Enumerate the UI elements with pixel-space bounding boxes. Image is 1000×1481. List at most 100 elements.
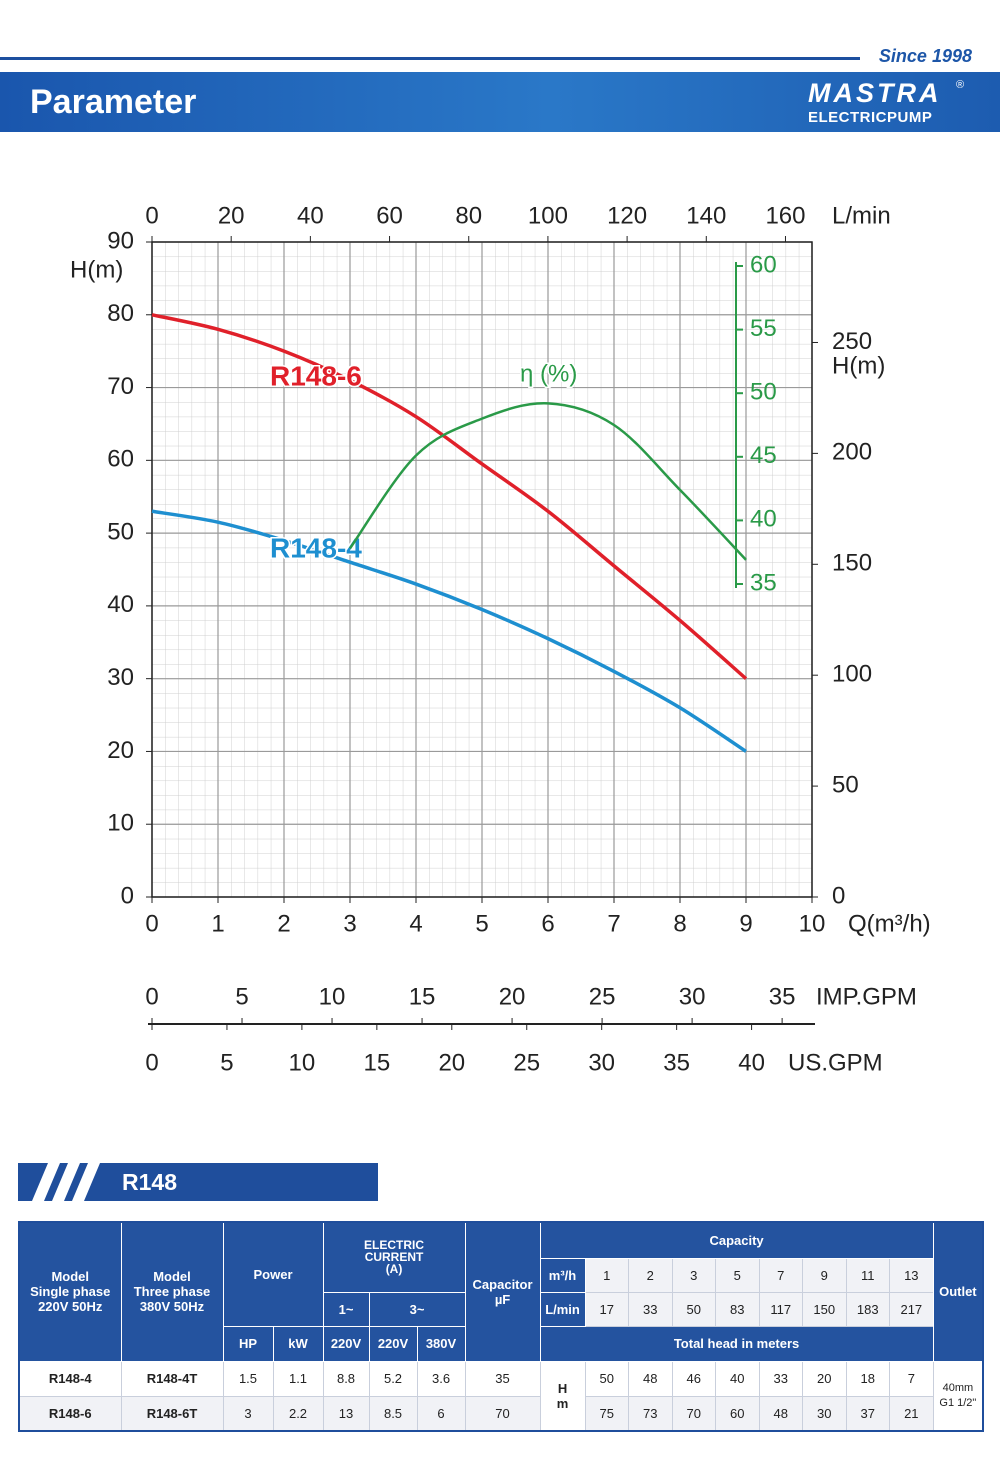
- x4-tick-label: 20: [438, 1049, 465, 1076]
- table-cell: 220V: [322, 1325, 370, 1362]
- cell-line: G1 1/2": [939, 1396, 977, 1409]
- cell-line: µF: [494, 1291, 511, 1307]
- cell-line: (A): [385, 1262, 403, 1277]
- spec-table: Model Single phase 220V 50Hz Model Three pha…: [18, 1221, 985, 1432]
- x-tick-label: 10: [799, 910, 826, 937]
- y-tick-label: 10: [107, 810, 134, 837]
- table-cell: Capacity: [539, 1221, 934, 1259]
- table-cell: 3~: [368, 1291, 466, 1327]
- y-tick-label: 0: [121, 882, 134, 909]
- x2-tick-label: 160: [765, 202, 805, 229]
- y2-tick-label: 100: [832, 661, 872, 688]
- table-cell: 2.2: [272, 1395, 324, 1432]
- y-tick-label: 50: [107, 518, 134, 545]
- x2-tick-label: 20: [218, 202, 245, 229]
- table-cell: 8.5: [368, 1395, 418, 1432]
- x3-tick-label: 0: [145, 983, 158, 1010]
- x4-tick-label: 30: [588, 1049, 615, 1076]
- x2-tick-label: 140: [686, 202, 726, 229]
- cell-line: Single phase: [30, 1284, 111, 1300]
- table-cell: 70: [464, 1395, 541, 1432]
- cell-line: Capacitor: [472, 1276, 533, 1292]
- y2-tick-label: 150: [832, 550, 872, 577]
- y2-axis-label: H(m): [832, 352, 885, 379]
- cell-line: Three phase: [133, 1284, 211, 1300]
- section-slashes: [32, 1163, 100, 1201]
- table-cell: 73: [628, 1395, 673, 1432]
- table-cell: 183: [845, 1291, 891, 1327]
- y-tick-label: 20: [107, 737, 134, 764]
- y-tick-label: 70: [107, 373, 134, 400]
- eff-tick-label: 40: [750, 506, 777, 533]
- eff-tick-label: 50: [750, 379, 777, 406]
- table-cell: Model Three phase 380V 50Hz: [120, 1221, 224, 1362]
- eff-tick-label: 35: [750, 569, 777, 596]
- x2-tick-label: 0: [145, 202, 158, 229]
- x2-tick-label: 100: [528, 202, 568, 229]
- cell-line: CURRENT: [364, 1250, 424, 1265]
- y2-tick-label: 0: [832, 882, 845, 909]
- series-line: [151, 509, 747, 753]
- table-cell: 13: [889, 1257, 934, 1293]
- x3-tick-label: 10: [319, 983, 346, 1010]
- x4-tick-label: 40: [738, 1049, 765, 1076]
- table-cell: 9: [802, 1257, 847, 1293]
- table-cell: 2: [628, 1257, 673, 1293]
- cell-line: ELECTRIC: [364, 1238, 425, 1253]
- table-cell: 6: [416, 1395, 466, 1432]
- table-cell: 18: [845, 1360, 891, 1397]
- eff-tick-label: 55: [750, 315, 777, 342]
- x2-tick-label: 120: [607, 202, 647, 229]
- x-tick-label: 0: [145, 910, 158, 937]
- x-tick-label: 8: [673, 910, 686, 937]
- table-cell: 1.1: [272, 1360, 324, 1397]
- eff-tick-label: 60: [750, 251, 777, 278]
- table-cell: R148-4: [18, 1360, 122, 1397]
- table-cell: HP: [222, 1325, 274, 1362]
- header-line: [0, 57, 860, 60]
- x4-tick-label: 5: [220, 1049, 233, 1076]
- x-axis-label: Q(m³/h): [848, 910, 931, 937]
- x-tick-label: 5: [475, 910, 488, 937]
- table-cell: 37: [845, 1395, 891, 1432]
- table-cell: R148-6: [18, 1395, 122, 1432]
- x4-tick-label: 0: [145, 1049, 158, 1076]
- table-cell: 217: [889, 1291, 934, 1327]
- cell-line: 40mm: [942, 1381, 974, 1394]
- table-cell: 1~: [322, 1291, 370, 1327]
- table-cell: 33: [758, 1360, 804, 1397]
- x3-tick-label: 5: [235, 983, 248, 1010]
- table-cell: 7: [758, 1257, 804, 1293]
- x2-tick-label: 40: [297, 202, 324, 229]
- cell-line: m: [556, 1395, 569, 1411]
- cell-line: Model: [51, 1269, 90, 1285]
- table-cell: 40mm G1 1/2": [932, 1360, 984, 1432]
- x3-tick-label: 20: [499, 983, 526, 1010]
- table-row: HP kW 220V 220V 380V Total head in meters: [19, 1325, 983, 1362]
- table-cell: 17: [584, 1291, 630, 1327]
- table-cell: 83: [715, 1291, 760, 1327]
- table-row: Model Single phase 220V 50Hz Model Three pha…: [18, 1221, 984, 1362]
- y-tick-label: 40: [107, 591, 134, 618]
- x4-tick-label: 10: [289, 1049, 316, 1076]
- banner: [0, 72, 1000, 132]
- table-cell: 3: [671, 1257, 717, 1293]
- series-label: R148-6: [270, 360, 362, 391]
- y-axis-label: H(m): [70, 256, 123, 283]
- x-tick-label: 9: [739, 910, 752, 937]
- cell-line: Model: [153, 1269, 191, 1285]
- table-cell: 1.5: [222, 1360, 274, 1397]
- table-cell: 5.2: [368, 1360, 418, 1397]
- eff-tick-label: 45: [750, 442, 777, 469]
- table-row: m³/h 1 2 3 5 7 9 11 13: [19, 1257, 983, 1293]
- table-row: 1~ 3~ L/min 17 33 50 83 117 150 183 217: [19, 1291, 983, 1327]
- x3-tick-label: 35: [769, 983, 796, 1010]
- table-cell: Power: [222, 1221, 324, 1327]
- page-title: Parameter: [30, 83, 197, 121]
- registered: ®: [956, 79, 965, 91]
- table-cell: 70: [671, 1395, 717, 1432]
- table-cell: R148-6T: [120, 1395, 224, 1432]
- table-cell: L/min: [539, 1291, 586, 1327]
